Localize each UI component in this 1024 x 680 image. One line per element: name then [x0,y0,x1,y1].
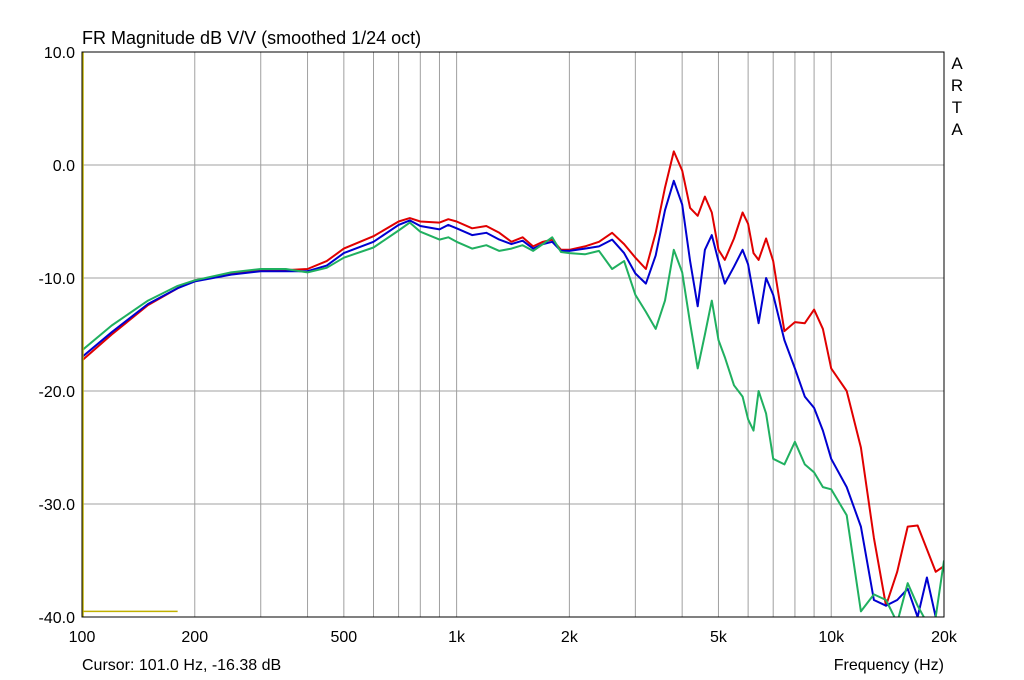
x-tick-label: 200 [181,629,208,646]
y-tick-label: 0.0 [53,158,75,175]
series-layer [82,150,944,617]
y-tick-label: -20.0 [39,384,76,401]
series-line-3 [82,221,944,617]
cursor-readout: Cursor: 101.0 Hz, -16.38 dB [82,657,281,674]
x-tick-label: 10k [818,629,845,646]
y-tick-label: 10.0 [44,45,75,62]
brand-letter-3: T [952,98,962,117]
brand-letter-1: A [951,54,963,73]
brand-letter-2: R [951,76,963,95]
x-tick-labels: 100 200 500 1k 2k 5k 10k 20k [69,629,958,646]
brand-letter-4: A [951,120,963,139]
x-tick-label: 20k [931,629,958,646]
series-line-1 [82,150,944,607]
x-tick-label: 5k [710,629,728,646]
x-tick-label: 500 [330,629,357,646]
plot-frame [81,51,945,618]
y-tick-label: -30.0 [39,497,76,514]
x-tick-label: 100 [69,629,96,646]
x-axis-label: Frequency (Hz) [834,657,944,674]
y-tick-labels: 10.0 0.0 -10.0 -20.0 -30.0 -40.0 [39,45,76,627]
chart-title: FR Magnitude dB V/V (smoothed 1/24 oct) [82,28,421,48]
x-tick-label: 1k [448,629,466,646]
x-tick-label: 2k [561,629,579,646]
grid-lines [81,51,945,618]
y-tick-label: -40.0 [39,610,76,627]
y-tick-label: -10.0 [39,271,76,288]
series-line-2 [82,179,938,617]
